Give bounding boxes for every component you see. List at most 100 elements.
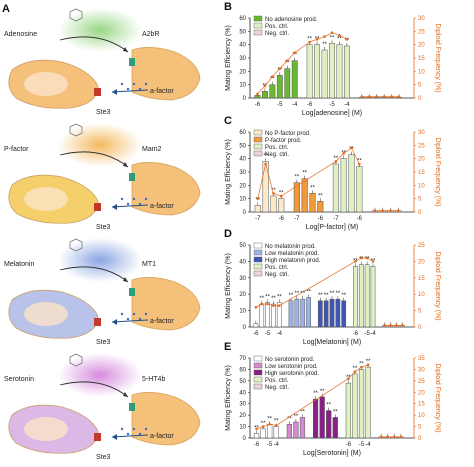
- bar: [253, 323, 259, 328]
- factor-dot: [144, 427, 148, 431]
- receptor-icon: [129, 173, 135, 181]
- y-tick-label: 60: [239, 16, 246, 22]
- bar: [312, 398, 319, 439]
- factor-dot: [132, 312, 136, 316]
- y2-tick-label: 15: [418, 402, 425, 408]
- chart-panel: E 0 10 20 30 40 50 60 70 0 5 10 15 20 25 30 35 Mating Eff…: [224, 341, 441, 457]
- x-tick-label: -7: [255, 216, 261, 222]
- factor-label: a-factor: [150, 433, 174, 440]
- diploid-point: [256, 197, 260, 200]
- legend-swatch: [253, 15, 263, 22]
- bar: [294, 298, 300, 328]
- y2-tick-label: 0: [418, 325, 422, 331]
- x-tick-label: -4: [370, 331, 376, 337]
- legend-label: Low serotonin prod.: [265, 364, 318, 370]
- bar: [293, 421, 299, 439]
- y2-tick-label: 35: [418, 356, 425, 362]
- legend-label: Pos. ctrl.: [265, 378, 289, 384]
- y2-tick-label: 30: [418, 130, 425, 136]
- significance-label: **: [318, 293, 323, 299]
- bar: [364, 264, 370, 328]
- receiver-cell: [131, 277, 201, 331]
- schematic-panel: P-factor Mam2 Ste3 a-factor: [4, 123, 201, 231]
- arrow-head-icon: [123, 277, 128, 282]
- diploid-point: [359, 256, 363, 260]
- panel-letter: C: [224, 115, 232, 127]
- significance-label: **: [330, 291, 335, 297]
- y2-tick-label: 0: [418, 210, 422, 216]
- bar: [336, 44, 343, 99]
- diploid-point: [399, 435, 403, 439]
- significance-label: **: [289, 293, 294, 299]
- significance-label: **: [345, 38, 350, 44]
- legend-label: Neg. ctrl.: [265, 152, 289, 158]
- diploid-line: [257, 85, 266, 95]
- bar: [288, 300, 294, 328]
- y-tick-label: 50: [239, 143, 246, 149]
- diploid-line: [281, 161, 337, 197]
- legend-label: High melatonin prod.: [265, 258, 321, 264]
- diploid-point: [261, 425, 265, 428]
- x-tick-label: -6: [255, 102, 261, 108]
- legend-swatch: [253, 383, 263, 390]
- x-tick-label: -5: [329, 102, 335, 108]
- y-tick-label: 10: [239, 425, 246, 431]
- legend-label: No adenosine prod.: [265, 17, 318, 23]
- y-axis-label: Mating Efficiency (%): [225, 25, 232, 91]
- glow: [58, 8, 142, 52]
- bar: [291, 60, 298, 99]
- y2-tick-label: 15: [418, 276, 425, 282]
- bar: [253, 433, 260, 439]
- significance-label: **: [295, 175, 300, 181]
- molecule-icon: [69, 8, 83, 22]
- bar: [284, 68, 291, 99]
- y-tick-label: 50: [239, 243, 246, 249]
- x-tick-label: -4: [365, 442, 371, 448]
- significance-label: **: [334, 156, 339, 162]
- x-tick-label: -6: [279, 216, 285, 222]
- y2-tick-label: 10: [418, 183, 425, 189]
- x-axis-label: Log[Melatonin] (M): [303, 339, 361, 346]
- bar: [352, 373, 358, 439]
- bar: [265, 302, 270, 328]
- significance-label: **: [353, 366, 358, 372]
- arrow-head-icon: [112, 204, 117, 210]
- bar: [317, 201, 324, 213]
- diploid-line: [351, 147, 360, 165]
- significance-label: **: [277, 294, 282, 300]
- significance-label: **: [336, 291, 341, 297]
- bar: [267, 424, 273, 439]
- factor-dot: [126, 87, 130, 91]
- diploid-point: [373, 209, 377, 212]
- bar: [326, 410, 332, 439]
- bar: [356, 166, 363, 213]
- factor-arrow: [111, 319, 149, 323]
- diploid-point: [264, 162, 267, 166]
- arrow-head-icon: [112, 434, 117, 440]
- significance-label: **: [300, 409, 305, 415]
- legend-swatch: [253, 129, 263, 136]
- x-tick-label: -5: [364, 331, 370, 337]
- factor-label: a-factor: [150, 203, 174, 210]
- factor-dot: [144, 197, 148, 201]
- diploid-point: [338, 34, 341, 37]
- diploid-point: [323, 35, 326, 38]
- bar: [262, 161, 269, 213]
- y2-tick-label: 5: [418, 83, 422, 89]
- diploid-point: [382, 95, 386, 98]
- diploid-point: [375, 95, 379, 98]
- bar: [254, 95, 261, 99]
- diploid-point: [360, 95, 364, 98]
- molecule-icon: [69, 353, 83, 367]
- diploid-line: [273, 193, 282, 197]
- arrow-head-icon: [123, 47, 128, 52]
- panel-letter: A: [2, 3, 10, 15]
- diploid-point: [278, 67, 282, 70]
- bar: [365, 366, 371, 439]
- glow: [58, 123, 142, 167]
- x-tick-label: -6: [254, 442, 260, 448]
- diploid-line: [287, 52, 295, 61]
- legend-swatch: [253, 263, 263, 270]
- bar: [306, 44, 313, 99]
- diploid-point: [350, 146, 353, 150]
